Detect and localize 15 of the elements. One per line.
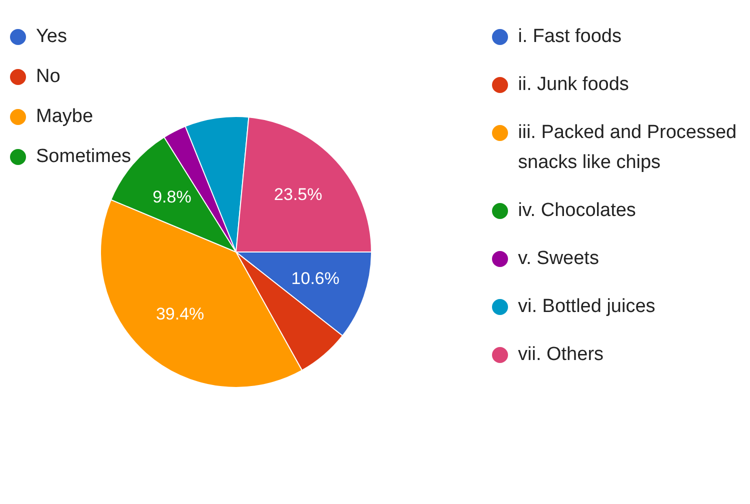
data-label: 9.8%	[152, 187, 192, 206]
legend-label: ii. Junk foods	[518, 73, 629, 97]
text: Maybe	[36, 106, 94, 128]
legend-label: vi. Bottled juices	[518, 295, 656, 319]
data-label: 10.6%	[291, 269, 340, 288]
legend-label: v. Sweets	[518, 247, 599, 271]
legend-label: vii. Others	[518, 343, 604, 367]
legend-label: i. Fast foods	[518, 25, 622, 49]
legend-label: iv. Chocolates	[518, 199, 636, 223]
text: Sometimes	[36, 146, 132, 168]
text: No	[36, 66, 60, 88]
data-label: 23.5%	[274, 185, 322, 204]
data-label: 39.4%	[156, 304, 204, 324]
legend-label: iii. Packed and Processed snacks like chips	[518, 121, 738, 175]
text: Yes	[36, 26, 67, 48]
